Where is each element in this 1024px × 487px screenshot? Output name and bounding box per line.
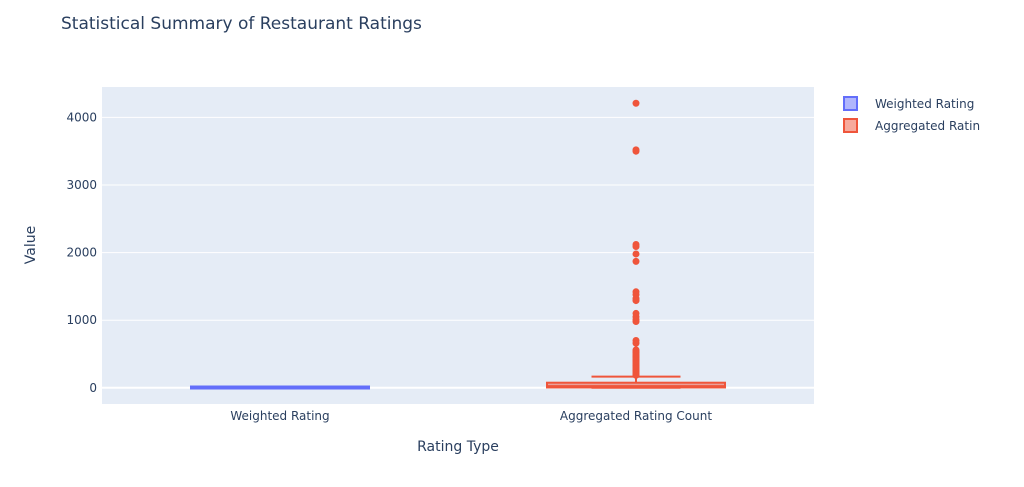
plot-area [102, 87, 814, 404]
box-trace [190, 385, 370, 390]
outlier-point [632, 243, 640, 251]
y-tick-labels: 0 1000 2000 3000 4000 [66, 110, 97, 394]
x-axis-title: Rating Type [417, 439, 499, 455]
legend-swatch [843, 96, 858, 111]
legend: Weighted Rating Aggregated Ratin [843, 96, 980, 133]
y-tick-label: 3000 [66, 178, 97, 192]
outlier-point [632, 339, 640, 347]
x-tick-label: Weighted Rating [230, 409, 329, 423]
chart-title: Statistical Summary of Restaurant Rating… [61, 14, 422, 34]
y-axis-title: Value [23, 226, 39, 264]
outlier-point [632, 371, 640, 379]
legend-item[interactable]: Weighted Rating [843, 96, 974, 111]
box-traces [190, 99, 726, 390]
legend-swatch [843, 118, 858, 133]
x-tick-label: Aggregated Rating Count [560, 409, 712, 423]
box-iqr [546, 381, 726, 389]
box-trace [546, 99, 726, 389]
outlier-point [632, 318, 640, 326]
y-tick-label: 2000 [66, 246, 97, 260]
outlier-point [632, 257, 640, 265]
y-tick-label: 1000 [66, 313, 97, 327]
outlier-point [632, 297, 640, 305]
outlier-point [632, 250, 640, 258]
y-tick-label: 0 [89, 381, 97, 395]
outlier-point [632, 99, 640, 107]
y-tick-label: 4000 [66, 110, 97, 124]
legend-label: Aggregated Ratin [875, 119, 980, 133]
outlier-point [632, 147, 640, 155]
x-tick-labels: Weighted Rating Aggregated Rating Count [230, 409, 712, 423]
legend-label: Weighted Rating [875, 97, 974, 111]
legend-item[interactable]: Aggregated Ratin [843, 118, 980, 133]
